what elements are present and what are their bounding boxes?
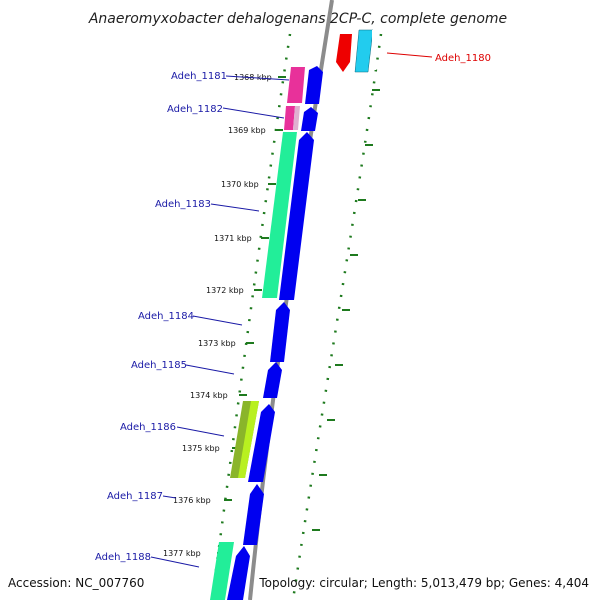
cog-bar-1183 [262,132,297,298]
kbp-label: 1376 kbp [173,496,211,505]
gene-adeh-1187-arrow[interactable] [243,484,264,545]
map-title: Anaeromyxobacter dehalogenans 2CP-C, com… [88,11,507,27]
gene-label-adeh-1186[interactable]: Adeh_1186 [120,422,176,433]
kbp-label: 1373 kbp [198,339,236,348]
gene-label-adeh-1188[interactable]: Adeh_1188 [95,552,151,563]
gene-label-adeh-1187[interactable]: Adeh_1187 [107,491,163,502]
gene-label-adeh-1182[interactable]: Adeh_1182 [167,104,223,115]
gene-adeh-1183-arrow[interactable] [279,132,314,300]
kbp-label: 1369 kbp [228,126,266,135]
gene-adeh-1182-arrow[interactable] [301,107,318,131]
gene-adeh-1186-arrow[interactable] [248,404,275,482]
topology-text: Topology: circular; Length: 5,013,479 bp… [258,576,589,590]
cog-bar-1182 [284,106,295,130]
cds-arrows [227,66,323,600]
kbp-label: 1375 kbp [182,444,220,453]
gene-adeh-1185-arrow[interactable] [263,362,282,398]
gene-label-adeh-1184[interactable]: Adeh_1184 [138,311,194,322]
kbp-label: 1371 kbp [214,234,252,243]
inner-dotted-track [210,33,292,600]
kbp-label: 1377 kbp [163,549,201,558]
gene-label-adeh-1181[interactable]: Adeh_1181 [171,71,227,82]
gene-adeh-1188-arrow[interactable] [227,546,250,600]
cog-bar-1186b [238,401,259,478]
cog-bar-1182b [293,106,300,130]
gene-leader-lines [150,52,433,568]
gene-label-adeh-1183[interactable]: Adeh_1183 [155,199,211,210]
accession-text: Accession: NC_007760 [8,576,144,590]
gene-label-adeh-1185[interactable]: Adeh_1185 [131,360,187,371]
gene-adeh-1180-arrow[interactable] [336,34,352,72]
kbp-label: 1370 kbp [221,180,259,189]
outer-dotted-track [291,33,383,600]
gene-adeh-1181-arrow[interactable] [305,66,323,104]
cog-bar-1181 [287,67,305,103]
kbp-label: 1372 kbp [206,286,244,295]
cog-bar-1188 [210,542,234,600]
gene-adeh-1180-cog [354,29,374,73]
kbp-label: 1374 kbp [190,391,228,400]
gene-adeh-1184-arrow[interactable] [270,302,290,362]
outer-track-ticks [312,89,380,531]
gene-label-adeh-1180[interactable]: Adeh_1180 [435,53,491,64]
